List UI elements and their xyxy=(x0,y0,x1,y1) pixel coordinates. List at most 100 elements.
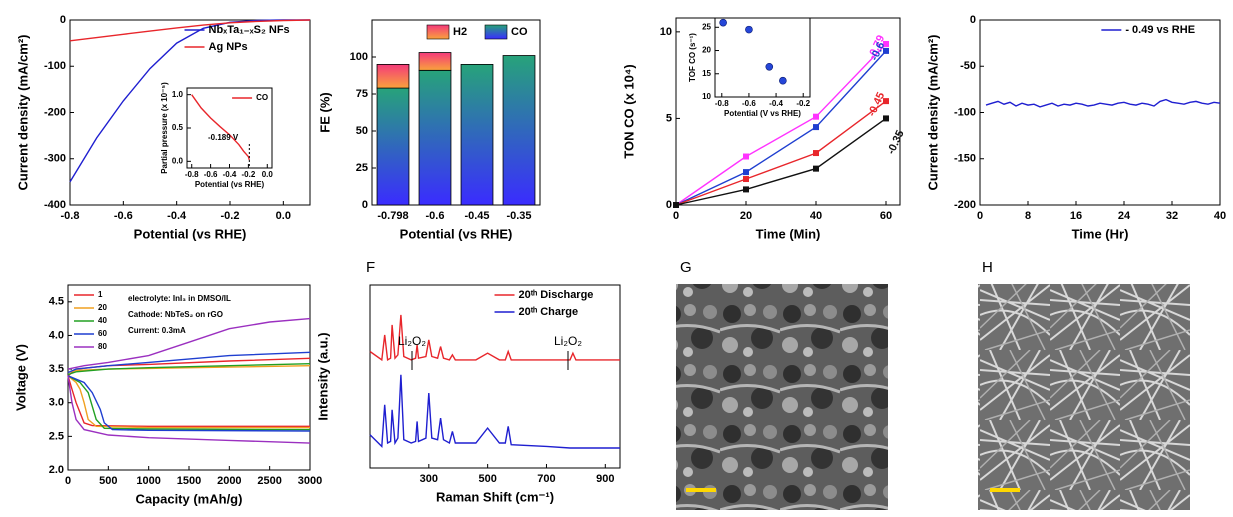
x-tick-label: 0 xyxy=(65,475,71,487)
y-tick-label: -200 xyxy=(44,106,66,118)
sem-image xyxy=(676,284,888,510)
y-axis-label: Current density (mA/cm²) xyxy=(15,34,30,190)
x-tick-label: -0.8 xyxy=(185,170,199,179)
data-line xyxy=(369,314,620,362)
y-axis-label: Current density (mA/cm²) xyxy=(925,34,940,190)
y-tick-label: 2.0 xyxy=(49,464,64,476)
y-tick-label: -300 xyxy=(44,153,66,165)
x-tick-label: 500 xyxy=(99,475,117,487)
data-point xyxy=(745,25,753,34)
bar xyxy=(460,64,494,206)
x-tick-label: -0.35 xyxy=(506,210,531,222)
data-marker xyxy=(743,176,749,183)
data-line xyxy=(675,117,887,206)
legend-swatch xyxy=(426,24,450,40)
bar xyxy=(418,69,452,206)
x-tick-label: -0.2 xyxy=(796,99,810,108)
x-tick-label: 700 xyxy=(537,473,555,485)
bar xyxy=(376,64,410,89)
x-tick-label: 40 xyxy=(810,210,822,222)
y-tick-label: 0 xyxy=(666,199,672,211)
x-axis-label: Time (Min) xyxy=(756,226,821,241)
legend-label: CO xyxy=(256,93,268,102)
x-tick-label: 60 xyxy=(880,210,892,222)
x-tick-label: 8 xyxy=(1025,210,1031,222)
y-tick-label: 25 xyxy=(356,162,368,174)
x-tick-label: -0.45 xyxy=(464,210,489,222)
data-marker xyxy=(673,202,679,208)
data-line xyxy=(675,50,887,206)
x-tick-label: -0.4 xyxy=(769,99,783,108)
scale-bar xyxy=(686,488,716,492)
data-marker xyxy=(813,124,819,131)
x-tick-label: 20 xyxy=(740,210,752,222)
data-line xyxy=(67,363,311,431)
y-axis-label: TON CO (x 10⁴) xyxy=(621,64,636,158)
data-marker xyxy=(883,40,889,47)
y-axis-label: FE (%) xyxy=(317,92,332,132)
y-axis-label: Intensity (a.u.) xyxy=(315,332,330,420)
y-tick-label: 0.5 xyxy=(172,123,184,132)
y-tick-label: -100 xyxy=(44,60,66,72)
annotation: Li₂O₂ xyxy=(398,334,426,348)
y-tick-label: -400 xyxy=(44,199,66,211)
x-tick-label: 0.0 xyxy=(276,210,291,222)
y-axis-label: Partial pressure (x 10⁻⁵) xyxy=(160,82,169,174)
sem-image-g: G xyxy=(676,259,888,510)
y-tick-label: -100 xyxy=(954,106,976,118)
data-point xyxy=(719,18,727,27)
legend-swatch xyxy=(484,24,508,40)
data-line xyxy=(67,351,311,432)
y-tick-label: 5 xyxy=(666,112,672,124)
x-tick-label: 900 xyxy=(596,473,614,485)
x-tick-label: 24 xyxy=(1118,210,1131,222)
x-tick-label: 300 xyxy=(420,473,438,485)
bar xyxy=(502,55,536,206)
annotation: Current: 0.3mA xyxy=(128,326,186,335)
y-tick-label: 20 xyxy=(702,46,711,55)
x-tick-label: -0.4 xyxy=(223,170,237,179)
legend-label: 20ᵗʰ Discharge xyxy=(519,289,594,301)
bar xyxy=(418,52,452,71)
legend-label: CO xyxy=(511,26,528,38)
data-line xyxy=(67,317,311,444)
x-axis-label: Potential (V vs RHE) xyxy=(724,109,801,118)
data-line xyxy=(675,43,887,206)
panel-label: G xyxy=(680,259,692,276)
x-axis-label: Capacity (mAh/g) xyxy=(136,491,243,506)
y-tick-label: 4.5 xyxy=(49,296,64,308)
x-axis-label: Potential (vs RHE) xyxy=(400,226,513,241)
x-tick-label: 2000 xyxy=(217,475,241,487)
data-line xyxy=(369,374,620,449)
data-marker xyxy=(743,186,749,193)
data-line xyxy=(191,94,250,161)
x-tick-label: -0.2 xyxy=(241,170,255,179)
legend-label: Ag NPs xyxy=(209,41,248,53)
y-tick-label: -150 xyxy=(954,153,976,165)
annotation: Li₂O₂ xyxy=(554,334,582,348)
data-point xyxy=(765,62,774,71)
y-tick-label: 3.5 xyxy=(49,363,64,375)
y-tick-label: 100 xyxy=(350,51,368,63)
data-marker xyxy=(813,165,819,172)
y-tick-label: 25 xyxy=(702,22,711,31)
data-marker xyxy=(883,98,889,105)
x-tick-label: 500 xyxy=(478,473,496,485)
bar xyxy=(376,87,410,206)
scale-bar xyxy=(990,488,1020,492)
panel-label: F xyxy=(366,259,375,276)
y-tick-label: 2.5 xyxy=(49,430,64,442)
legend-label: NbₓTa₁₋ₓS₂ NFs xyxy=(209,24,290,36)
x-tick-label: 32 xyxy=(1166,210,1178,222)
panel-label: H xyxy=(982,259,993,276)
y-tick-label: 0 xyxy=(362,199,368,211)
x-tick-label: 3000 xyxy=(298,475,322,487)
data-marker xyxy=(883,115,889,122)
legend-label: 20 xyxy=(98,303,107,312)
x-tick-label: 40 xyxy=(1214,210,1226,222)
annotation: electrolyte: InI₃ in DMSO/IL xyxy=(128,294,231,303)
x-tick-label: -0.6 xyxy=(204,170,218,179)
x-tick-label: -0.4 xyxy=(167,210,187,222)
legend-label: 60 xyxy=(98,329,107,338)
legend-label: 1 xyxy=(98,290,103,299)
